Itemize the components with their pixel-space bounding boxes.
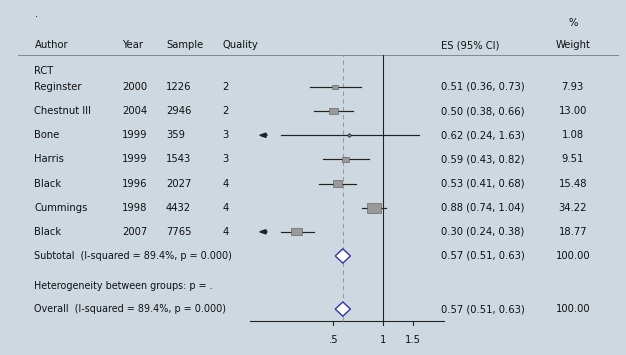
Text: Reginster: Reginster <box>34 82 82 92</box>
Text: 7.93: 7.93 <box>562 82 584 92</box>
Text: Bone: Bone <box>34 130 60 140</box>
Text: 7765: 7765 <box>166 227 192 237</box>
Text: 2: 2 <box>222 82 228 92</box>
Text: Cummings: Cummings <box>34 203 88 213</box>
Text: .5: .5 <box>329 335 338 345</box>
Text: 1543: 1543 <box>166 154 191 164</box>
Text: Overall  (I-squared = 89.4%, p = 0.000): Overall (I-squared = 89.4%, p = 0.000) <box>34 304 227 314</box>
Text: .: . <box>34 9 38 19</box>
Text: 100.00: 100.00 <box>555 304 590 314</box>
Text: Author: Author <box>34 40 68 50</box>
Text: 1999: 1999 <box>122 130 148 140</box>
Text: 2: 2 <box>222 106 228 116</box>
Text: 1226: 1226 <box>166 82 192 92</box>
Text: 0.53 (0.41, 0.68): 0.53 (0.41, 0.68) <box>441 179 525 189</box>
Text: 0.57 (0.51, 0.63): 0.57 (0.51, 0.63) <box>441 304 525 314</box>
Text: 0.59 (0.43, 0.82): 0.59 (0.43, 0.82) <box>441 154 525 164</box>
Text: 1998: 1998 <box>122 203 148 213</box>
Text: 2004: 2004 <box>122 106 147 116</box>
Text: 0.57 (0.51, 0.63): 0.57 (0.51, 0.63) <box>441 251 525 261</box>
Text: 2027: 2027 <box>166 179 192 189</box>
Text: 3: 3 <box>222 154 228 164</box>
Text: 2000: 2000 <box>122 82 147 92</box>
Text: 0.88 (0.74, 1.04): 0.88 (0.74, 1.04) <box>441 203 525 213</box>
Text: Harris: Harris <box>34 154 64 164</box>
Text: Quality: Quality <box>222 40 258 50</box>
Text: 13.00: 13.00 <box>558 106 587 116</box>
Text: Chestnut III: Chestnut III <box>34 106 91 116</box>
Text: %: % <box>568 18 577 28</box>
Text: 18.77: 18.77 <box>558 227 587 237</box>
Text: Weight: Weight <box>555 40 590 50</box>
Text: 1996: 1996 <box>122 179 148 189</box>
Text: ES (95% CI): ES (95% CI) <box>441 40 500 50</box>
Text: 2007: 2007 <box>122 227 147 237</box>
Text: RCT: RCT <box>34 66 54 76</box>
Text: Black: Black <box>34 179 61 189</box>
Text: Heterogeneity between groups: p = .: Heterogeneity between groups: p = . <box>34 281 213 291</box>
Text: Sample: Sample <box>166 40 203 50</box>
Text: 0.51 (0.36, 0.73): 0.51 (0.36, 0.73) <box>441 82 525 92</box>
Text: 15.48: 15.48 <box>558 179 587 189</box>
Text: 4: 4 <box>222 179 228 189</box>
Text: Subtotal  (I-squared = 89.4%, p = 0.000): Subtotal (I-squared = 89.4%, p = 0.000) <box>34 251 232 261</box>
Text: 34.22: 34.22 <box>558 203 587 213</box>
Text: 1: 1 <box>380 335 386 345</box>
Text: 9.51: 9.51 <box>562 154 584 164</box>
Text: 4: 4 <box>222 203 228 213</box>
Text: 1999: 1999 <box>122 154 148 164</box>
Text: Year: Year <box>122 40 143 50</box>
Text: 2946: 2946 <box>166 106 192 116</box>
Text: 1.08: 1.08 <box>562 130 584 140</box>
Text: 0.50 (0.38, 0.66): 0.50 (0.38, 0.66) <box>441 106 525 116</box>
Text: 100.00: 100.00 <box>555 251 590 261</box>
Text: 1.5: 1.5 <box>404 335 421 345</box>
Text: 0.30 (0.24, 0.38): 0.30 (0.24, 0.38) <box>441 227 525 237</box>
Text: Black: Black <box>34 227 61 237</box>
Text: 4432: 4432 <box>166 203 191 213</box>
Text: 4: 4 <box>222 227 228 237</box>
Text: 0.62 (0.24, 1.63): 0.62 (0.24, 1.63) <box>441 130 525 140</box>
Text: 3: 3 <box>222 130 228 140</box>
Text: 359: 359 <box>166 130 185 140</box>
